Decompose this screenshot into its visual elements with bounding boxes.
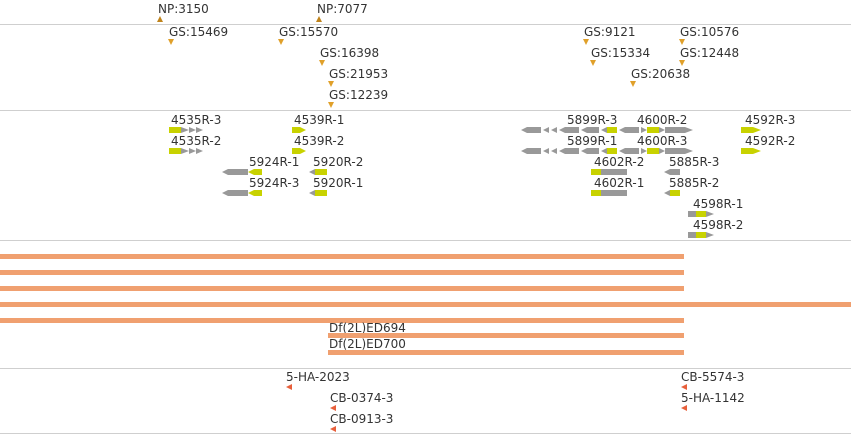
gs-label[interactable]: GS:15570 bbox=[279, 25, 339, 39]
gs-label[interactable]: GS:16398 bbox=[320, 46, 380, 60]
rnai-label[interactable]: 4592R-3 bbox=[745, 113, 796, 127]
insertion-marker-icon[interactable] bbox=[168, 39, 174, 45]
cb-label[interactable]: CB-5574-3 bbox=[681, 370, 745, 384]
rnai-label[interactable]: 5924R-3 bbox=[249, 176, 300, 190]
gs-insertion-track: GS:15469 GS:15570 GS:16398 GS:21953 GS:1… bbox=[0, 25, 851, 110]
deletion-bar[interactable] bbox=[0, 286, 684, 291]
gs-label[interactable]: GS:10576 bbox=[680, 25, 740, 39]
rnai-label[interactable]: 5924R-1 bbox=[249, 155, 300, 169]
rnai-label[interactable]: 5920R-1 bbox=[313, 176, 364, 190]
rnai-label[interactable]: 5920R-2 bbox=[313, 155, 364, 169]
transcript-glyph[interactable] bbox=[741, 127, 761, 133]
np-label[interactable]: NP:3150 bbox=[158, 2, 209, 16]
np-label[interactable]: NP:7077 bbox=[317, 2, 368, 16]
cb-label[interactable]: CB-0913-3 bbox=[330, 412, 394, 426]
insertion-marker-icon[interactable] bbox=[583, 39, 589, 45]
transcript-glyph[interactable] bbox=[309, 169, 327, 175]
np-marker-icon[interactable] bbox=[316, 16, 322, 22]
rnai-label[interactable]: 4602R-2 bbox=[594, 155, 645, 169]
cb-marker-icon[interactable] bbox=[286, 384, 292, 390]
gs-label[interactable]: GS:12448 bbox=[680, 46, 740, 60]
track-separator bbox=[0, 240, 851, 241]
insertion-marker-icon[interactable] bbox=[679, 60, 685, 66]
np-track: NP:3150 NP:7077 bbox=[0, 0, 851, 24]
transcript-glyph[interactable] bbox=[292, 127, 306, 133]
deletion-label[interactable]: Df(2L)ED694 bbox=[329, 321, 406, 335]
track-separator bbox=[0, 110, 851, 111]
rnai-label[interactable]: 5885R-2 bbox=[669, 176, 720, 190]
rnai-label[interactable]: 4539R-1 bbox=[294, 113, 345, 127]
cb-label[interactable]: 5-HA-1142 bbox=[681, 391, 745, 405]
transcript-glyph[interactable] bbox=[631, 127, 693, 133]
insertion-marker-icon[interactable] bbox=[590, 60, 596, 66]
transcript-glyph[interactable] bbox=[631, 148, 693, 154]
gs-label[interactable]: GS:12239 bbox=[329, 88, 389, 102]
track-separator bbox=[0, 368, 851, 369]
transcript-glyph[interactable] bbox=[222, 190, 262, 196]
transcript-glyph[interactable] bbox=[521, 127, 635, 133]
deletion-bar[interactable] bbox=[0, 254, 684, 259]
cb-label[interactable]: CB-0374-3 bbox=[330, 391, 394, 405]
gs-label[interactable]: GS:21953 bbox=[329, 67, 389, 81]
transcript-glyph[interactable] bbox=[591, 190, 627, 196]
rnai-label[interactable]: 4602R-1 bbox=[594, 176, 645, 190]
rnai-label[interactable]: 4598R-2 bbox=[693, 218, 744, 232]
rnai-label[interactable]: 4600R-2 bbox=[637, 113, 688, 127]
rnai-label[interactable]: 4535R-2 bbox=[171, 134, 222, 148]
rnai-label[interactable]: 5885R-3 bbox=[669, 155, 720, 169]
cb-marker-icon[interactable] bbox=[681, 384, 687, 390]
insertion-marker-icon[interactable] bbox=[679, 39, 685, 45]
deletion-bar[interactable] bbox=[0, 318, 684, 323]
cb-marker-icon[interactable] bbox=[330, 426, 336, 432]
transcript-glyph[interactable] bbox=[292, 148, 306, 154]
transcript-glyph[interactable] bbox=[741, 148, 761, 154]
transcript-glyph[interactable] bbox=[169, 127, 203, 133]
deletion-track: Df(2L)ED694 Df(2L)ED700 bbox=[0, 241, 851, 368]
transcript-glyph[interactable] bbox=[664, 169, 680, 175]
gs-label[interactable]: GS:9121 bbox=[584, 25, 636, 39]
cb-marker-icon[interactable] bbox=[681, 405, 687, 411]
rnai-label[interactable]: 4598R-1 bbox=[693, 197, 744, 211]
gs-label[interactable]: GS:15469 bbox=[169, 25, 229, 39]
transcript-glyph[interactable] bbox=[688, 232, 714, 238]
cb-marker-icon[interactable] bbox=[330, 405, 336, 411]
deletion-bar[interactable] bbox=[328, 350, 684, 355]
transcript-glyph[interactable] bbox=[664, 190, 680, 196]
gs-label[interactable]: GS:20638 bbox=[631, 67, 691, 81]
rnai-track: 4535R-3 4535R-2 4539R-1 4539R-2 5924R-1 … bbox=[0, 111, 851, 240]
rnai-label[interactable]: 4535R-3 bbox=[171, 113, 222, 127]
rnai-label[interactable]: 5899R-3 bbox=[567, 113, 618, 127]
transcript-glyph[interactable] bbox=[591, 169, 627, 175]
np-marker-icon[interactable] bbox=[157, 16, 163, 22]
rnai-label[interactable]: 4592R-2 bbox=[745, 134, 796, 148]
track-separator bbox=[0, 24, 851, 25]
deletion-bar[interactable] bbox=[0, 270, 684, 275]
rnai-label[interactable]: 4600R-3 bbox=[637, 134, 688, 148]
transcript-glyph[interactable] bbox=[169, 148, 203, 154]
cb-label[interactable]: 5-HA-2023 bbox=[286, 370, 350, 384]
cb-insertion-track: 5-HA-2023 CB-0374-3 CB-0913-3 CB-5574-3 … bbox=[0, 369, 851, 433]
transcript-glyph[interactable] bbox=[521, 148, 635, 154]
insertion-marker-icon[interactable] bbox=[328, 81, 334, 87]
deletion-bar[interactable] bbox=[0, 302, 851, 307]
track-separator bbox=[0, 433, 851, 434]
insertion-marker-icon[interactable] bbox=[328, 102, 334, 108]
transcript-glyph[interactable] bbox=[688, 211, 714, 217]
insertion-marker-icon[interactable] bbox=[278, 39, 284, 45]
transcript-glyph[interactable] bbox=[309, 190, 327, 196]
transcript-glyph[interactable] bbox=[222, 169, 262, 175]
deletion-bar[interactable] bbox=[328, 333, 684, 338]
insertion-marker-icon[interactable] bbox=[319, 60, 325, 66]
rnai-label[interactable]: 4539R-2 bbox=[294, 134, 345, 148]
rnai-label[interactable]: 5899R-1 bbox=[567, 134, 618, 148]
insertion-marker-icon[interactable] bbox=[630, 81, 636, 87]
deletion-label[interactable]: Df(2L)ED700 bbox=[329, 337, 406, 351]
gs-label[interactable]: GS:15334 bbox=[591, 46, 651, 60]
